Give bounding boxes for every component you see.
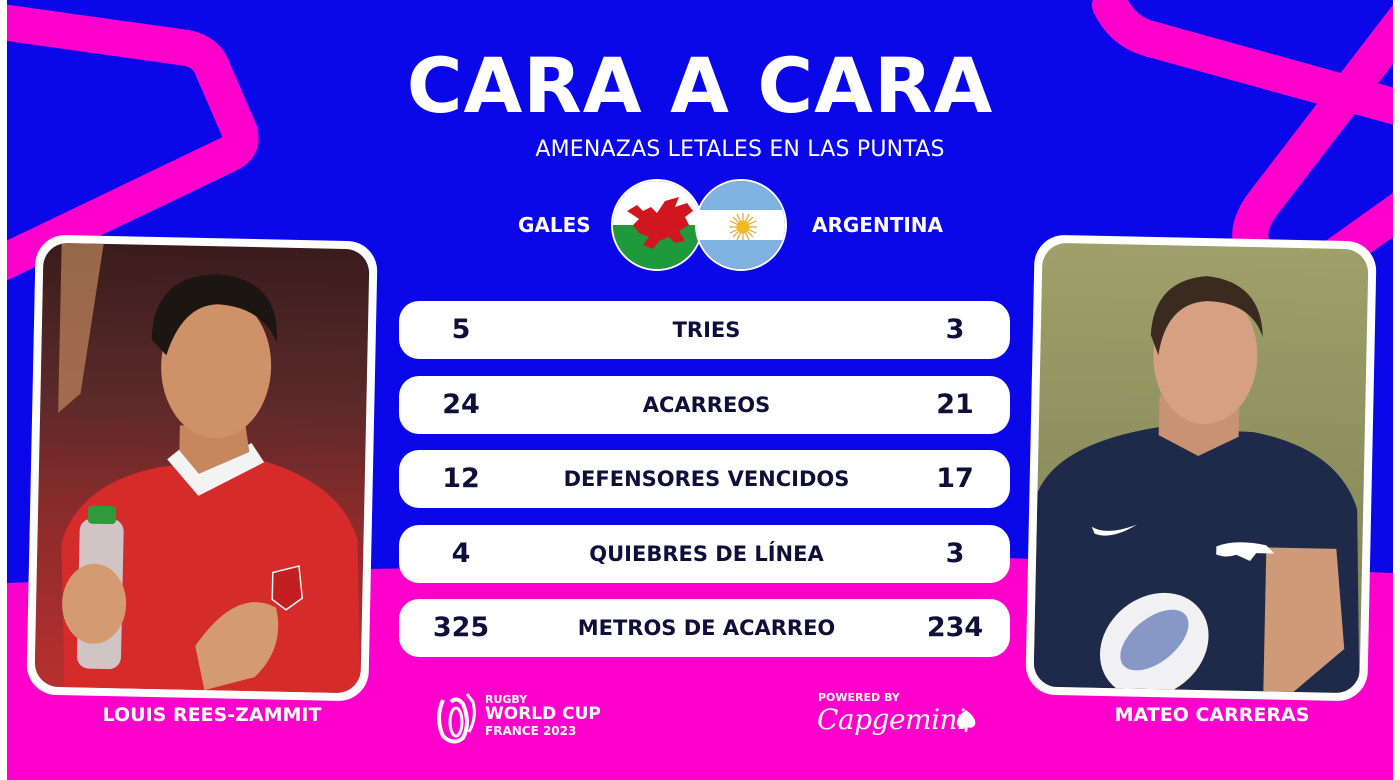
stat-left-value: 24 [442,388,480,420]
webb-ellis-cup-icon [437,693,476,744]
team-left-name: GALES [518,213,591,237]
capgemini-logo-text: Capgemini [817,703,966,736]
player-left-photo [34,242,370,694]
stat-right-value: 234 [926,612,984,643]
stat-row-defensores-vencidos: 12 DEFENSORES VENCIDOS 17 [399,450,1010,508]
player-right-photo [1033,242,1369,694]
rugby-world-cup-logo: RUGBY WORLD CUP FRANCE 2023 [433,688,603,746]
nike-logo-icon [1091,524,1137,536]
player-left-silhouette [58,243,361,694]
dragon-icon [627,197,693,249]
stats-table: 5 TRIES 3 24 ACARREOS 21 12 DEFENSORES V… [399,301,1010,674]
player-left-photo-frame [26,234,378,702]
player-right-name: MATEO CARRERAS [1114,704,1310,726]
player-right-silhouette [1033,276,1360,694]
stat-label: ACARREOS [642,392,771,417]
capgemini-spade-icon [956,710,976,732]
stat-label: QUIEBRES DE LÍNEA [589,541,824,566]
stat-label: METROS DE ACARREO [577,616,836,640]
graphic-canvas: CARA A CARA AMENAZAS LETALES EN LAS PUNT… [7,0,1393,780]
rwc-line2: WORLD CUP [485,704,601,724]
stat-label: TRIES [672,318,741,342]
stat-right-value: 3 [945,537,965,569]
stat-right-value: 3 [945,314,965,345]
stat-right-value: 17 [936,463,974,494]
stat-row-quiebres-de-linea: 4 QUIEBRES DE LÍNEA 3 [399,524,1010,583]
player-right-photo-frame [1025,234,1377,702]
page-subtitle: AMENAZAS LETALES EN LAS PUNTAS [535,137,945,162]
argentina-flag-icon [695,179,787,271]
stat-left-value: 325 [432,612,490,643]
sun-of-may-icon [729,213,757,241]
wales-flag-icon [611,179,703,271]
stat-label: DEFENSORES VENCIDOS [563,467,850,491]
rwc-line1: RUGBY [485,693,528,706]
team-right-name: ARGENTINA [812,213,943,237]
rwc-line3: FRANCE 2023 [485,724,577,738]
stat-right-value: 21 [936,388,974,420]
page-title: CARA A CARA [406,41,994,130]
stat-row-acarreos: 24 ACARREOS 21 [399,375,1010,434]
player-left-name: LOUIS REES-ZAMMIT [102,704,322,726]
powered-by-label: POWERED BY [818,691,900,704]
stat-left-value: 12 [442,463,480,494]
stat-left-value: 5 [451,314,471,345]
stat-row-tries: 5 TRIES 3 [399,301,1010,359]
stat-row-metros-de-acarreo: 325 METROS DE ACARREO 234 [399,599,1010,657]
puma-logo-icon [1216,542,1275,562]
stat-left-value: 4 [451,537,471,569]
